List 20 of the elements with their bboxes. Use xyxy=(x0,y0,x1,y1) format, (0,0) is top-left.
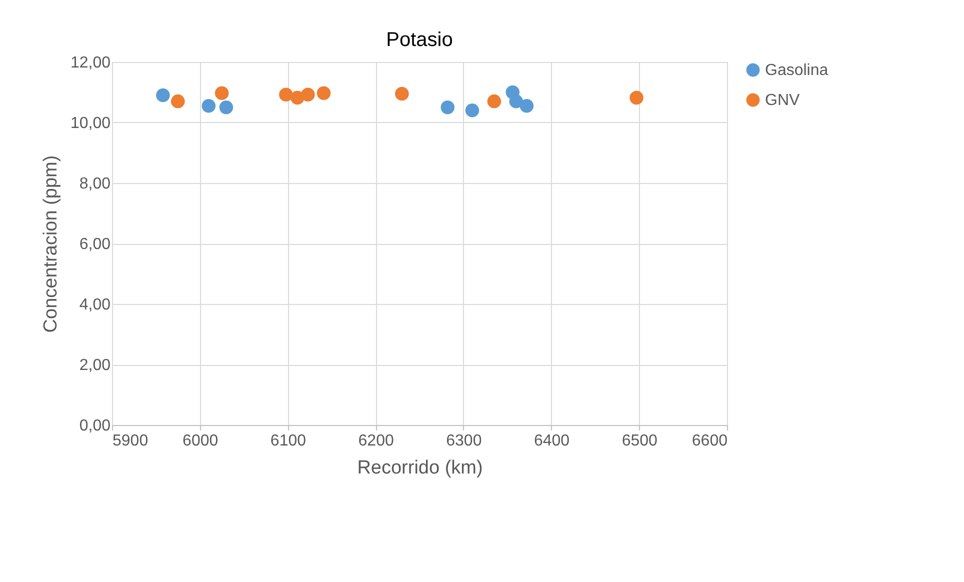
x-tick-label: 6300 xyxy=(446,432,482,450)
x-tick-label: 6500 xyxy=(622,432,658,450)
y-tick-label: 8,00 xyxy=(79,176,111,192)
legend-label: GNV xyxy=(765,92,800,109)
y-tick-label: 2,00 xyxy=(79,357,111,374)
y-tick-label: 12,00 xyxy=(70,54,111,72)
x-tick-label: 6200 xyxy=(358,432,394,450)
y-tick-label: 0,00 xyxy=(79,418,111,434)
y-tick-label: 10,00 xyxy=(70,115,111,132)
y-tick-label: 4,00 xyxy=(79,296,111,314)
y-tick-label: 6,00 xyxy=(79,236,111,253)
x-tick-label: 6400 xyxy=(534,432,570,450)
legend-label: Gasolina xyxy=(765,62,828,79)
x-tick-label: 6000 xyxy=(182,432,218,450)
x-tick-label: 6600 xyxy=(692,432,728,450)
y-axis-title: Concentracion (ppm) xyxy=(40,155,62,333)
chart-title: Potasio xyxy=(386,29,453,51)
x-tick-label: 5900 xyxy=(112,432,148,450)
x-axis-title: Recorrido (km) xyxy=(357,458,483,478)
x-tick-label: 6100 xyxy=(270,432,306,450)
